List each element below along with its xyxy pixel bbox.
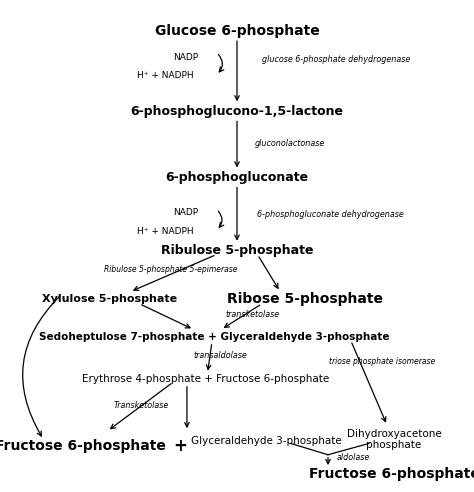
Text: gluconolactonase: gluconolactonase	[255, 139, 326, 148]
Text: 6-phosphogluconate: 6-phosphogluconate	[165, 171, 309, 184]
Text: Ribulose 5-phosphate 5-epimerase: Ribulose 5-phosphate 5-epimerase	[104, 265, 238, 274]
Text: Glyceraldehyde 3-phosphate: Glyceraldehyde 3-phosphate	[191, 435, 342, 446]
Text: +: +	[173, 437, 187, 455]
Text: H⁺ + NADPH: H⁺ + NADPH	[137, 71, 194, 81]
Text: glucose 6-phosphate dehydrogenase: glucose 6-phosphate dehydrogenase	[262, 55, 410, 64]
Text: Glucose 6-phosphate: Glucose 6-phosphate	[155, 24, 319, 38]
Text: Ribose 5-phosphate: Ribose 5-phosphate	[227, 292, 383, 306]
Text: triose phosphate isomerase: triose phosphate isomerase	[329, 357, 436, 366]
Text: Transketolase: Transketolase	[114, 400, 169, 410]
Text: Ribulose 5-phosphate: Ribulose 5-phosphate	[161, 244, 313, 257]
Text: NADP: NADP	[173, 209, 198, 217]
Text: Fructose 6-phosphate: Fructose 6-phosphate	[0, 439, 165, 453]
Text: 6-phosphogluconate dehydrogenase: 6-phosphogluconate dehydrogenase	[257, 210, 404, 219]
Text: transketolase: transketolase	[226, 310, 280, 319]
Text: 6-phosphoglucono-1,5-lactone: 6-phosphoglucono-1,5-lactone	[130, 105, 344, 118]
Text: Erythrose 4-phosphate + Fructose 6-phosphate: Erythrose 4-phosphate + Fructose 6-phosp…	[82, 374, 329, 384]
Text: Fructose 6-phosphate: Fructose 6-phosphate	[309, 466, 474, 481]
Text: Dihydroxyacetone
phosphate: Dihydroxyacetone phosphate	[346, 429, 441, 451]
Text: aldolase: aldolase	[337, 453, 370, 462]
Text: NADP: NADP	[173, 53, 198, 62]
Text: H⁺ + NADPH: H⁺ + NADPH	[137, 227, 194, 236]
Text: Sedoheptulose 7-phosphate + Glyceraldehyde 3-phosphate: Sedoheptulose 7-phosphate + Glyceraldehy…	[39, 332, 390, 341]
Text: transaldolase: transaldolase	[194, 351, 247, 360]
Text: Xylulose 5-phosphate: Xylulose 5-phosphate	[42, 294, 177, 304]
